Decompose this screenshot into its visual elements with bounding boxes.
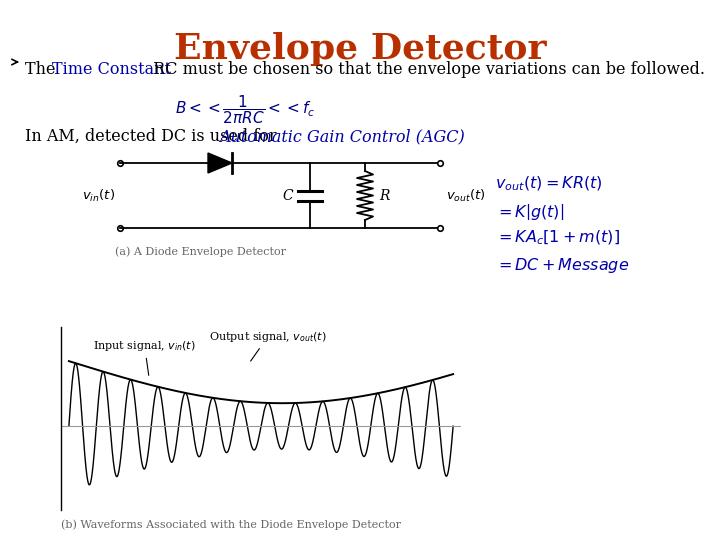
Text: $v_{in}(t)$: $v_{in}(t)$	[82, 187, 115, 204]
Text: R: R	[379, 188, 390, 202]
Text: (a) A Diode Envelope Detector: (a) A Diode Envelope Detector	[115, 246, 286, 256]
Text: $= DC + Message$: $= DC + Message$	[495, 256, 629, 275]
Text: Automatic Gain Control (AGC): Automatic Gain Control (AGC)	[219, 128, 464, 145]
Text: RC must be chosen so that the envelope variations can be followed.: RC must be chosen so that the envelope v…	[148, 61, 705, 78]
Polygon shape	[208, 153, 232, 173]
Text: C: C	[282, 188, 293, 202]
Text: In AM, detected DC is used for: In AM, detected DC is used for	[25, 128, 282, 145]
Text: The: The	[25, 61, 60, 78]
Text: (b) Waveforms Associated with the Diode Envelope Detector: (b) Waveforms Associated with the Diode …	[61, 519, 401, 530]
Text: $B << \dfrac{1}{2\pi RC} << f_c$: $B << \dfrac{1}{2\pi RC} << f_c$	[175, 93, 315, 126]
Text: $= K\left|g(t)\right|$: $= K\left|g(t)\right|$	[495, 202, 564, 222]
Text: Input signal, $v_{in}(t)$: Input signal, $v_{in}(t)$	[93, 339, 196, 375]
Text: Envelope Detector: Envelope Detector	[174, 32, 546, 66]
Text: $v_{out}(t) = KR(t)$: $v_{out}(t) = KR(t)$	[495, 175, 603, 193]
Text: $v_{out}(t)$: $v_{out}(t)$	[446, 187, 486, 204]
Text: Output signal, $v_{out}(t)$: Output signal, $v_{out}(t)$	[209, 329, 327, 361]
Text: Time Constant: Time Constant	[52, 61, 171, 78]
Text: $= KA_c\left[1+m(t)\right]$: $= KA_c\left[1+m(t)\right]$	[495, 229, 620, 247]
